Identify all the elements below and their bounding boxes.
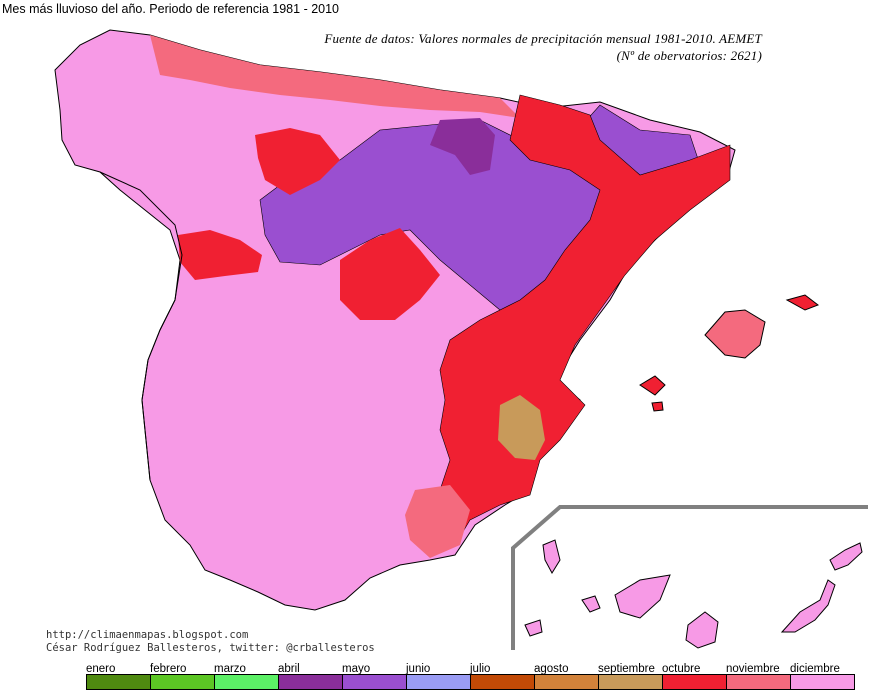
lanzarote (829, 542, 863, 571)
legend-swatch (86, 674, 150, 690)
central-octubre-1 (340, 228, 440, 320)
la-palma (542, 539, 561, 575)
gran-canaria (685, 611, 719, 649)
mallorca (704, 309, 766, 359)
legend-swatch (790, 674, 855, 690)
septiembre-patch (498, 395, 545, 460)
fuerteventura (780, 579, 836, 633)
credits: http://climaenmapas.blogspot.com César R… (46, 629, 375, 655)
legend-label: octubre (662, 663, 701, 675)
map-title: Mes más lluvioso del año. Periodo de ref… (2, 2, 340, 16)
author-credit: César Rodríguez Ballesteros, twitter: @c… (46, 642, 375, 654)
legend-label: abril (278, 663, 300, 675)
legend-swatch (278, 674, 342, 690)
source-line-2: (Nº de obervatorios: 2621) (616, 48, 762, 63)
legend-item-julio: julio (470, 663, 534, 690)
legend-item-diciembre: diciembre (790, 663, 855, 690)
month-legend: enero febrero marzo abril mayo junio julio agos… (86, 663, 855, 690)
legend-swatch (214, 674, 278, 690)
el-hierro (524, 619, 543, 637)
legend-swatch (342, 674, 406, 690)
legend-item-febrero: febrero (150, 663, 214, 690)
northwest-octubre (178, 230, 262, 280)
north-coast-noviembre (150, 35, 520, 118)
legend-item-octubre: octubre (662, 663, 726, 690)
legend-item-agosto: agosto (534, 663, 598, 690)
data-source-note: Fuente de datos: Valores normales de pre… (324, 30, 762, 64)
legend-label: julio (470, 663, 491, 675)
legend-item-enero: enero (86, 663, 150, 690)
legend-item-noviembre: noviembre (726, 663, 790, 690)
legend-label: diciembre (790, 663, 840, 675)
legend-swatch (470, 674, 534, 690)
legend-swatch (406, 674, 470, 690)
tenerife (614, 574, 671, 619)
formentera (651, 401, 664, 412)
legend-label: septiembre (598, 663, 655, 675)
canary-inset-frame (511, 505, 868, 650)
legend-item-marzo: marzo (214, 663, 278, 690)
source-line-1: Fuente de datos: Valores normales de pre… (324, 31, 762, 46)
legend-swatch (150, 674, 214, 690)
blog-link[interactable]: http://climaenmapas.blogspot.com (46, 629, 249, 641)
legend-label: noviembre (726, 663, 780, 675)
la-gomera (581, 595, 601, 613)
portugal-border (99, 171, 183, 481)
ibiza (639, 375, 666, 396)
legend-label: junio (406, 663, 431, 675)
north-octubre (255, 128, 340, 195)
legend-swatch (534, 674, 598, 690)
legend-swatch (726, 674, 790, 690)
legend-item-abril: abril (278, 663, 342, 690)
legend-label: agosto (534, 663, 569, 675)
menorca (785, 294, 820, 311)
legend-label: marzo (214, 663, 246, 675)
legend-item-septiembre: septiembre (598, 663, 662, 690)
legend-item-mayo: mayo (342, 663, 406, 690)
legend-label: enero (86, 663, 116, 675)
legend-item-junio: junio (406, 663, 470, 690)
legend-label: mayo (342, 663, 371, 675)
abril-zone (430, 118, 495, 175)
southeast-noviembre (405, 485, 470, 558)
legend-swatch (662, 674, 726, 690)
legend-swatch (598, 674, 662, 690)
legend-label: febrero (150, 663, 187, 675)
